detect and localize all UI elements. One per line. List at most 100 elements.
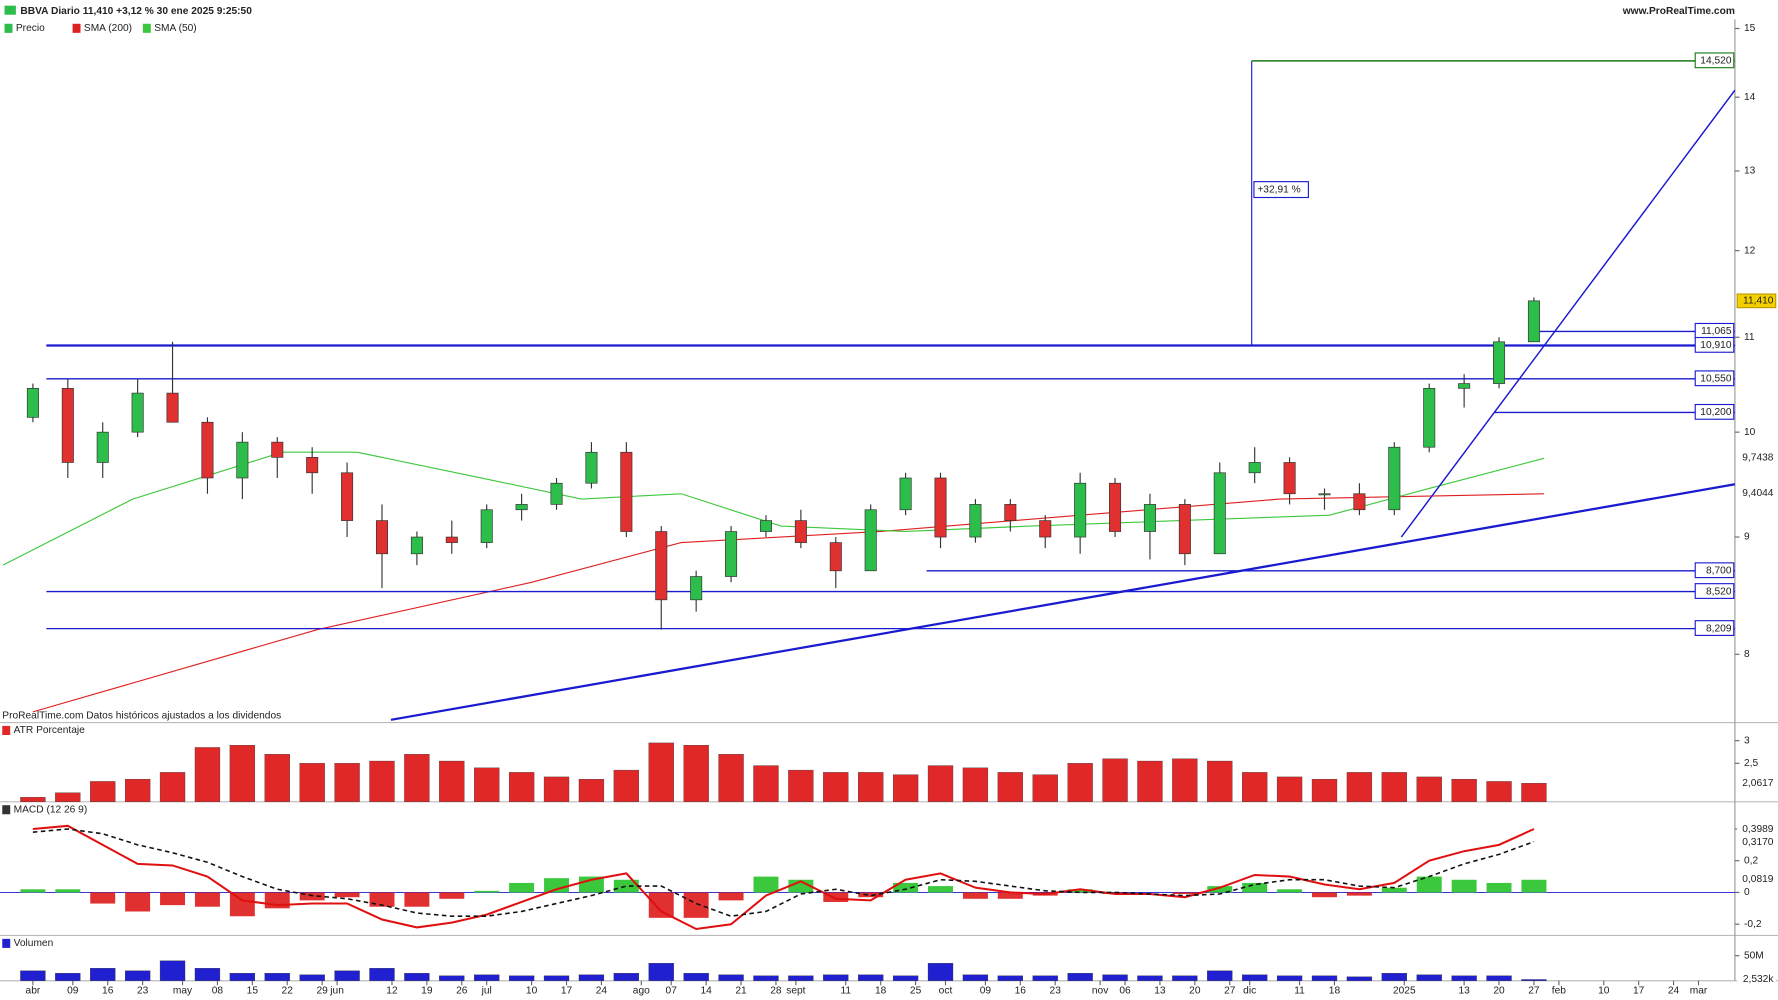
candle-body [969,504,982,538]
bar [1276,975,1303,981]
histogram-bar [613,879,639,893]
y-tick-label: 10 [1744,427,1756,438]
candle-body [341,472,354,521]
histogram-bar [509,882,535,893]
value-tag: 0,3170 [1742,837,1774,848]
bar [124,778,151,802]
value-tag-box [1736,293,1777,309]
bar [1242,772,1268,802]
value-tag-box [1737,776,1776,790]
candle-body [1458,383,1471,389]
bar [1102,974,1128,981]
y-tick-label: 15 [1744,23,1756,34]
legend-label: SMA (50) [154,23,196,34]
level-label: 8,700 [1706,565,1732,576]
site-link[interactable]: www.ProRealTime.com [1622,6,1735,17]
candle-body [759,520,772,532]
y-tick-label: 8 [1744,649,1750,660]
bar [892,774,919,802]
bar [1102,758,1128,802]
candle-body [1213,472,1226,555]
bar [997,772,1023,802]
candle-body [306,457,319,474]
histogram-bar [683,892,709,918]
x-tick-label: nov [1092,986,1109,997]
y-tick-label: 3 [1744,735,1750,746]
bar [648,742,674,802]
bar [159,772,186,802]
x-tick-label: 27 [1224,986,1236,997]
bar [1032,975,1058,981]
bar [578,974,605,981]
value-tag: 0,0819 [1742,874,1774,885]
candle-body [725,531,738,577]
bar [858,974,884,981]
x-tick-label: 11 [840,986,851,997]
legend-swatch [4,23,13,33]
histogram-bar [474,890,500,893]
bar [1381,973,1407,981]
x-tick-label: 19 [421,986,433,997]
bar [543,776,570,802]
candle-body [794,520,807,543]
x-tick-label: 20 [1493,986,1505,997]
level-label: 10,200 [1700,407,1732,418]
legend-swatch [2,938,11,948]
value-tag-box [1737,972,1776,987]
histogram-bar [160,892,186,906]
bar [1486,975,1512,981]
x-tick-label: 09 [980,986,992,997]
histogram-bar [1242,882,1268,893]
bar [1137,760,1163,802]
candle-body [1318,493,1331,496]
bar [508,772,535,802]
trend-line [1400,89,1736,538]
legend-swatch [2,805,11,815]
candle-body [1178,504,1191,555]
target-label: 14,520 [1700,56,1732,67]
level-label: 8,209 [1706,623,1732,634]
x-tick-label: 14 [700,986,712,997]
bar [683,745,709,802]
bar [229,745,256,802]
candle-body [1388,446,1401,511]
histogram-bar [90,892,116,904]
bar [1346,976,1373,981]
candle-body [899,477,912,511]
candle-body [410,536,423,555]
x-tick-label: mar [1690,986,1708,997]
candle-body [1109,482,1122,532]
x-tick-label: 06 [1119,986,1131,997]
x-tick-label: 18 [1329,986,1341,997]
histogram-bar [1451,879,1477,893]
bar [1521,979,1547,981]
level-label-box [1694,336,1735,353]
bar [55,792,81,802]
bar [997,975,1023,981]
bar [194,747,221,802]
histogram-bar [858,892,884,898]
y-tick-label: 0,2 [1744,855,1759,866]
bar [20,797,46,802]
x-tick-label: 09 [67,986,79,997]
x-tick-label: 27 [1528,986,1540,997]
x-tick-label: may [173,986,193,997]
histogram-bar [229,892,255,917]
candle-body [445,536,458,543]
bar [1207,970,1233,981]
histogram-bar [544,878,570,893]
histogram-bar [1346,892,1372,896]
histogram-bar [962,892,988,899]
bar [1311,975,1338,981]
value-tag: 11,410 [1743,296,1774,307]
x-tick-label: 17 [1633,986,1645,997]
histogram-bar [893,882,919,893]
candle-body [1283,462,1296,495]
bar [648,963,674,981]
bar [1381,772,1407,802]
x-tick-label: ago [633,986,650,997]
x-tick-label: 12 [386,986,398,997]
chart-title: BBVA Diario 11,410 +3,12 % 30 ene 2025 9… [20,6,252,17]
candle-body [1039,520,1052,538]
